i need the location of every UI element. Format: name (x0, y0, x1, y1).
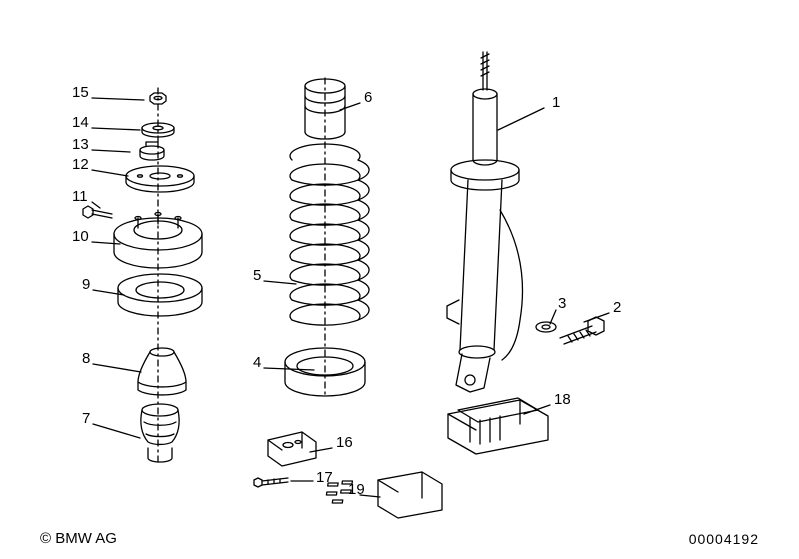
callout-14: 14 (72, 114, 89, 131)
part-relay-19 (326, 472, 442, 518)
copyright-text: © BMW AG (40, 530, 117, 547)
part-nut-collar-13 (140, 142, 164, 160)
callout-10: 10 (72, 228, 89, 245)
part-screw-11 (83, 206, 112, 218)
part-bolt (560, 317, 604, 344)
part-plate-12 (126, 166, 194, 192)
part-strut (447, 52, 523, 392)
callout-15: 15 (72, 84, 89, 101)
diagram-stage: 1 2 3 4 5 6 7 8 9 10 11 12 13 14 15 16 1… (0, 0, 799, 559)
callout-4: 4 (253, 354, 261, 371)
callout-8: 8 (82, 350, 90, 367)
part-sensor-16 (268, 432, 316, 466)
callout-7: 7 (82, 410, 90, 427)
callout-17: 17 (316, 469, 333, 486)
callout-1: 1 (552, 94, 560, 111)
part-screw-17 (254, 478, 288, 487)
part-dust-cap (138, 348, 186, 395)
diagram-svg (0, 0, 799, 559)
callout-13: 13 (72, 136, 89, 153)
part-bump-stop (141, 404, 179, 462)
callout-12: 12 (72, 156, 89, 173)
part-ecu-18 (448, 398, 548, 454)
document-id: 00004192 (689, 531, 759, 547)
callout-5: 5 (253, 267, 261, 284)
callout-11: 11 (72, 188, 88, 205)
callout-2: 2 (613, 299, 621, 316)
part-spring-seat (118, 274, 202, 316)
callout-9: 9 (82, 276, 90, 293)
part-coil-spring (290, 144, 369, 325)
callout-19: 19 (348, 481, 365, 498)
callout-6: 6 (364, 89, 372, 106)
callout-18: 18 (554, 391, 571, 408)
callout-16: 16 (336, 434, 353, 451)
callout-3: 3 (558, 295, 566, 312)
part-washer-3 (536, 322, 556, 332)
